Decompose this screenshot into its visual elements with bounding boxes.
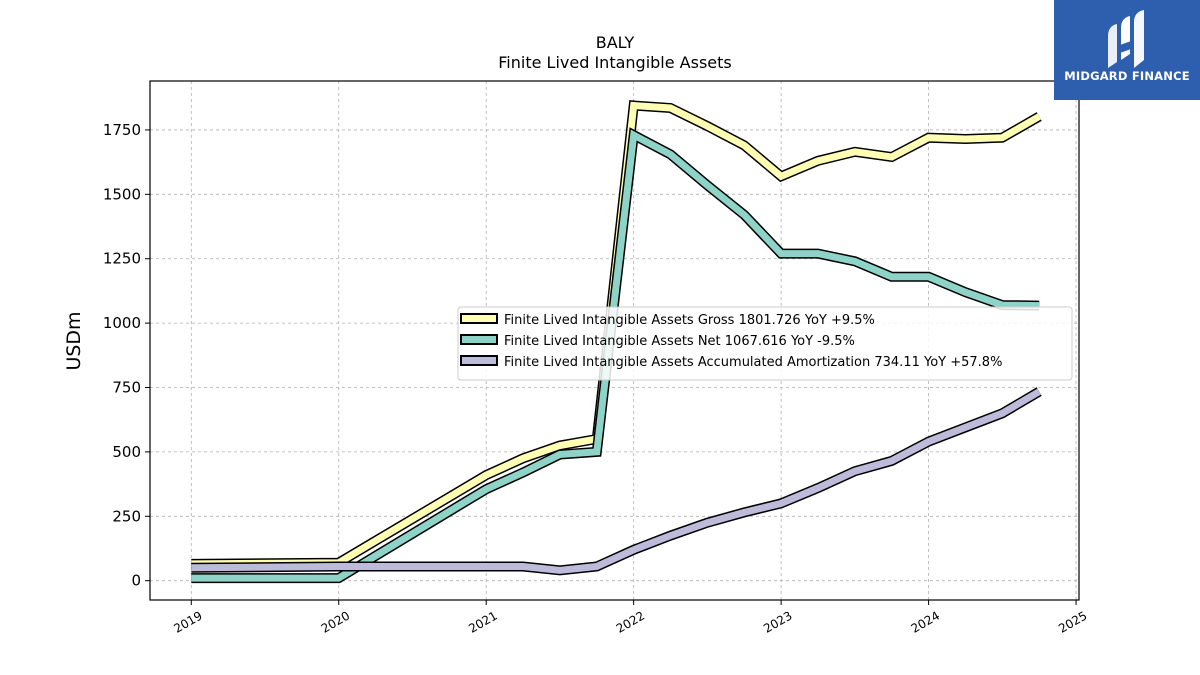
y-tick-label: 1000 bbox=[103, 314, 141, 332]
y-tick-label: 1500 bbox=[103, 185, 141, 203]
legend: Finite Lived Intangible Assets Gross 180… bbox=[457, 306, 1073, 381]
series-line bbox=[191, 129, 1040, 582]
x-tick-label: 2021 bbox=[466, 608, 499, 635]
y-tick-label: 250 bbox=[112, 507, 141, 525]
legend-swatch bbox=[460, 334, 498, 345]
x-tick-label: 2023 bbox=[761, 608, 794, 635]
series-line bbox=[191, 388, 1041, 574]
series-line-outline bbox=[191, 387, 1042, 576]
legend-entry: Finite Lived Intangible Assets Net 1067.… bbox=[504, 334, 855, 349]
y-axis-label: USDm bbox=[63, 311, 85, 370]
series-layer bbox=[191, 100, 1042, 584]
x-tick-label: 2020 bbox=[319, 608, 352, 635]
y-tick-label: 500 bbox=[112, 443, 141, 461]
logo-text: MIDGARD FINANCE bbox=[1064, 69, 1190, 83]
y-tick-label: 0 bbox=[131, 572, 141, 590]
midgard-finance-logo: MIDGARD FINANCE bbox=[1054, 0, 1200, 100]
y-tick-label: 750 bbox=[112, 379, 141, 397]
legend-swatch bbox=[460, 313, 498, 324]
legend-entry: Finite Lived Intangible Assets Gross 180… bbox=[504, 313, 875, 328]
plot-frame bbox=[149, 80, 1080, 601]
x-tick-label: 2024 bbox=[909, 608, 942, 635]
chart-title: BALY bbox=[596, 33, 635, 52]
chart-subtitle: Finite Lived Intangible Assets bbox=[498, 53, 731, 72]
series-line bbox=[191, 101, 1041, 568]
legend-box bbox=[457, 306, 1073, 381]
y-tick-label: 1250 bbox=[103, 250, 141, 268]
x-tick-label: 2019 bbox=[171, 608, 204, 635]
x-tick-label: 2022 bbox=[614, 608, 647, 635]
x-tick-label: 2025 bbox=[1056, 608, 1089, 635]
legend-swatch bbox=[460, 355, 498, 366]
legend-entry: Finite Lived Intangible Assets Accumulat… bbox=[504, 355, 1002, 370]
logo-mark-icon bbox=[1108, 10, 1144, 68]
y-tick-label: 1750 bbox=[103, 121, 141, 139]
